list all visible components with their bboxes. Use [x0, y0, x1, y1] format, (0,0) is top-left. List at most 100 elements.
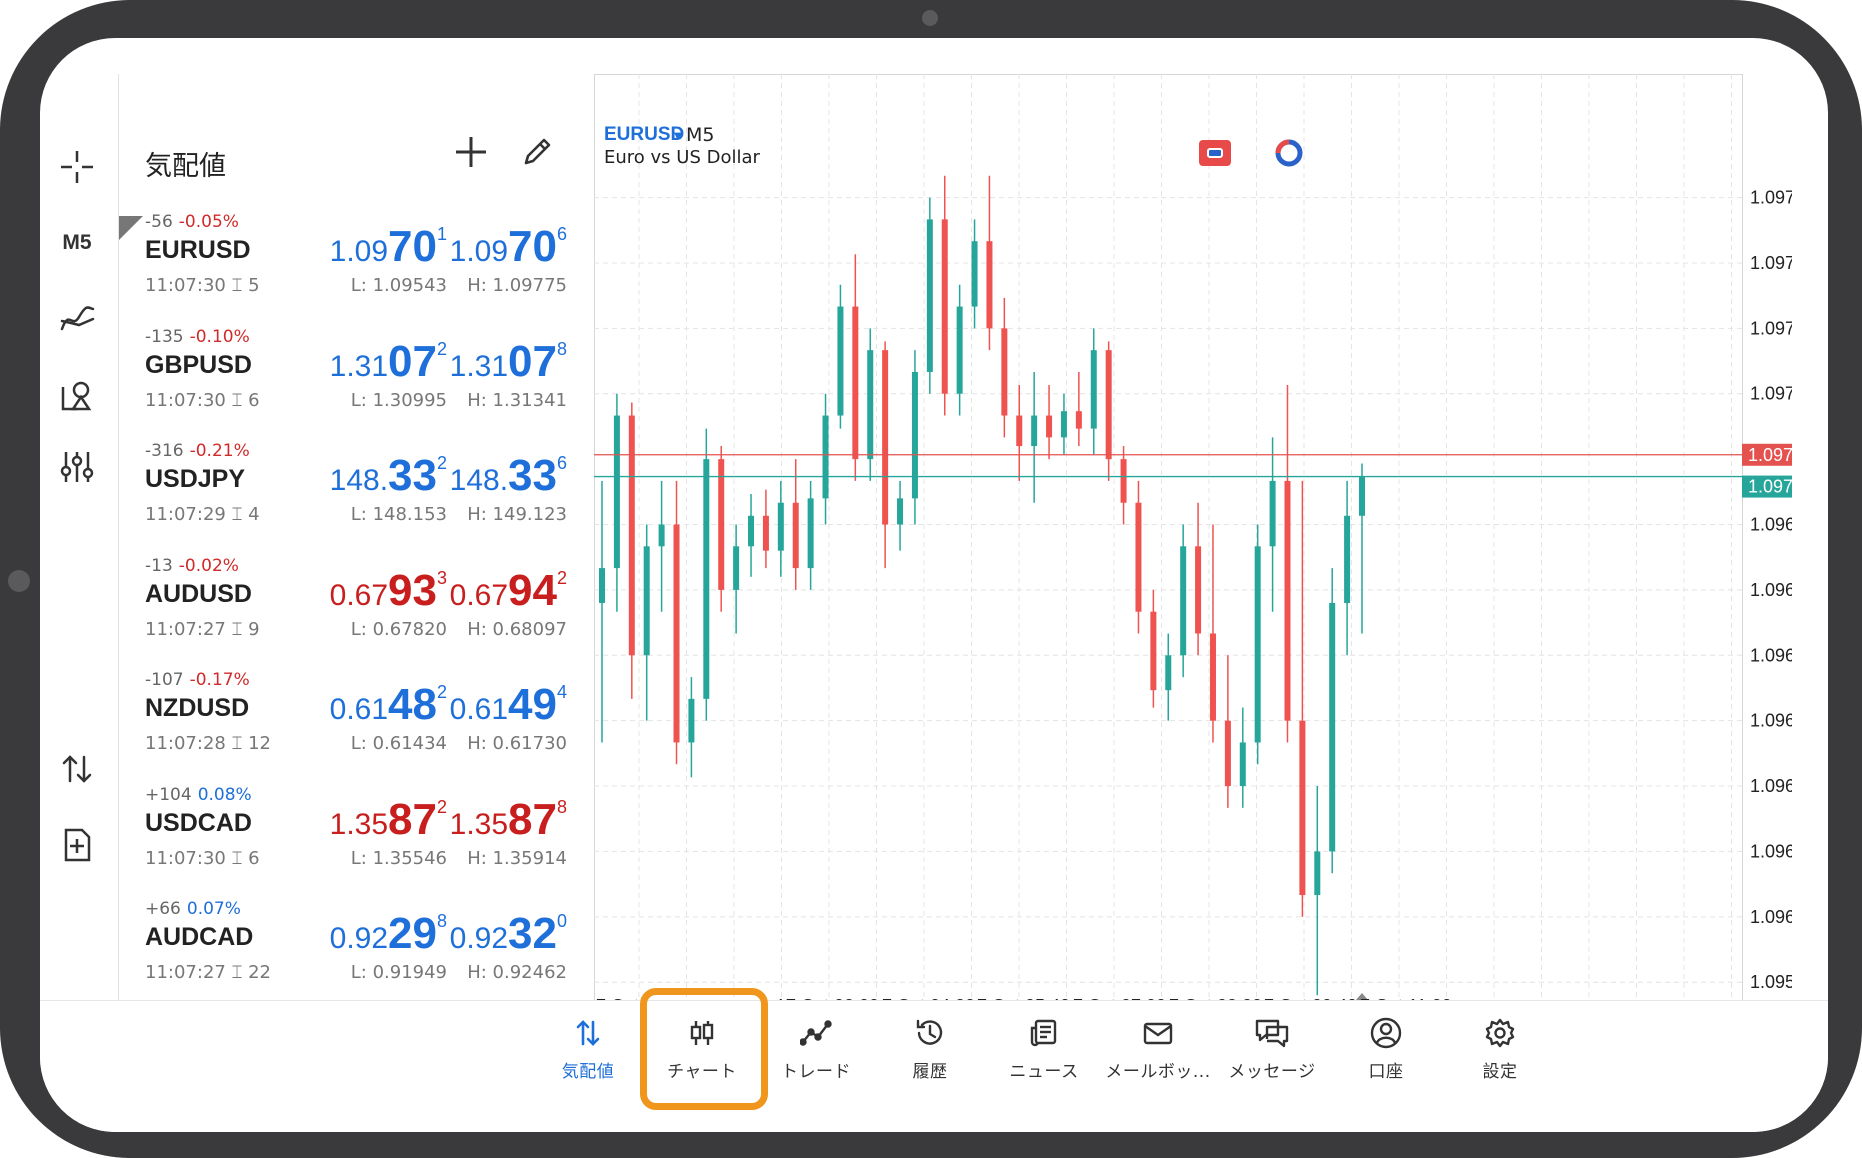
settings-sliders-icon[interactable]	[48, 438, 106, 496]
ask-price-pip: 6	[556, 224, 567, 244]
nav-item-settings[interactable]: 設定	[1445, 1011, 1555, 1091]
bid-price[interactable]: 0.92298	[330, 909, 447, 959]
nav-label: チャート	[667, 1062, 737, 1082]
bid-price-big: 29	[388, 909, 437, 958]
quote-time: 11:07:29 ⌶ 4	[145, 504, 260, 525]
time-value: 11:07:30	[145, 847, 226, 869]
new-order-icon[interactable]	[48, 816, 106, 874]
price-axis-label: 1.09675	[1750, 580, 1792, 600]
nav-item-chart[interactable]: チャート	[647, 1011, 757, 1091]
timeframe-button[interactable]: M5	[62, 231, 92, 254]
pencil-icon[interactable]	[511, 126, 563, 178]
market-watch-panel: 気配値 -56 -0.05% EURUSD 11:07:30 ⌶ 5 1.09701 1.…	[118, 74, 595, 1039]
nav-item-messages[interactable]: メッセージ	[1217, 1011, 1327, 1091]
chart-symbol[interactable]: EURUSD	[604, 124, 685, 145]
candlestick-chart[interactable]: 1.09765 1.09750 1.09735 1.09720 1.09690 1.096…	[594, 74, 1792, 1039]
nav-item-mail[interactable]: メールボッ...	[1103, 1011, 1213, 1091]
low-price: L: 0.67820	[350, 618, 447, 640]
ask-price[interactable]: 1.31078	[450, 337, 567, 387]
price-axis-label: 1.09690	[1750, 515, 1792, 535]
high-price: H: 0.92462	[467, 962, 567, 983]
nav-item-quotes[interactable]: 気配値	[533, 1011, 643, 1091]
ask-price[interactable]: 1.35878	[450, 795, 567, 845]
ask-price-pip: 8	[556, 338, 567, 359]
symbol-name: USDCAD	[145, 808, 252, 837]
change-text: -316 -0.21%	[145, 441, 250, 461]
ask-price-prefix: 1.35	[449, 807, 509, 841]
high-price: H: 1.35914	[467, 847, 567, 869]
spread-value: 4	[248, 504, 260, 525]
nav-label: メッセージ	[1228, 1062, 1316, 1082]
ask-price-prefix: 1.31	[449, 349, 509, 383]
nav-item-news[interactable]: ニュース	[989, 1011, 1099, 1091]
spread-value: 6	[248, 847, 260, 869]
low-price: L: 0.61434	[350, 733, 447, 754]
ask-price-big: 07	[508, 336, 557, 386]
bid-price[interactable]: 1.35872	[330, 795, 447, 845]
symbol-name: NZDUSD	[145, 694, 250, 722]
symbol-row[interactable]: -107 -0.17% NZDUSD 11:07:28 ⌶ 12 0.61482 0.61…	[119, 666, 595, 781]
candle-body	[792, 502, 799, 569]
symbol-name: EURUSD	[145, 236, 251, 264]
nav-item-account[interactable]: 口座	[1331, 1011, 1441, 1091]
ask-price-big: 87	[508, 794, 557, 844]
messages-icon	[1217, 1011, 1327, 1055]
spread-value: 22	[248, 962, 271, 983]
bid-price[interactable]: 1.09701	[330, 222, 447, 272]
chart-timeframe[interactable]: M5	[686, 124, 715, 146]
trade-level-icon[interactable]	[1274, 138, 1304, 168]
candle-body	[897, 498, 904, 525]
quotes-icon	[533, 1011, 643, 1055]
objects-icon[interactable]	[48, 366, 106, 424]
bid-price-pip: 2	[436, 682, 447, 702]
symbol-row[interactable]: -135 -0.10% GBPUSD 11:07:30 ⌶ 6 1.31072 1.310…	[119, 323, 595, 438]
symbol-name: AUDCAD	[145, 923, 254, 951]
ask-price-prefix: 0.61	[449, 693, 509, 726]
ask-price-tag	[1742, 443, 1792, 466]
plus-icon[interactable]	[445, 126, 497, 178]
price-axis-label: 1.09600	[1750, 907, 1792, 927]
bid-price[interactable]: 0.61482	[330, 680, 447, 730]
bid-price[interactable]: 0.67933	[330, 566, 447, 616]
one-click-trade-icon[interactable]	[1199, 140, 1231, 166]
chart-area[interactable]: 1.09765 1.09750 1.09735 1.09720 1.09690 1.096…	[594, 74, 1792, 1039]
ask-price[interactable]: 1.09706	[450, 222, 567, 272]
spread-value: 9	[248, 618, 260, 640]
price-axis-label: 1.09735	[1750, 318, 1792, 338]
candle-body	[986, 241, 993, 329]
ask-price[interactable]: 0.92320	[450, 909, 567, 959]
candle-body	[1344, 515, 1351, 603]
candle-body	[1046, 415, 1053, 438]
indicators-icon[interactable]	[48, 290, 106, 348]
nav-item-trade[interactable]: トレード	[761, 1011, 871, 1091]
candle-body	[733, 546, 740, 590]
nav-item-history[interactable]: 履歴	[875, 1011, 985, 1091]
price-axis-label: 1.09720	[1750, 384, 1792, 404]
crosshair-icon[interactable]	[48, 138, 106, 196]
candle-body	[1090, 350, 1097, 429]
ask-price[interactable]: 0.67942	[450, 566, 567, 616]
change-text: -13 -0.02%	[145, 556, 239, 576]
bid-price[interactable]: 1.31072	[330, 337, 447, 387]
quote-time: 11:07:30 ⌶ 5	[145, 275, 260, 296]
symbol-row[interactable]: -316 -0.21% USDJPY 11:07:29 ⌶ 4 148.332 148.3…	[119, 437, 595, 552]
bid-price-label: 1.09701	[1748, 477, 1792, 497]
bid-price[interactable]: 148.332	[330, 451, 447, 501]
symbol-row[interactable]: -13 -0.02% AUDUSD 11:07:27 ⌶ 9 0.67933 0.6794…	[119, 552, 595, 667]
candle-body	[941, 219, 948, 394]
symbol-row[interactable]: +66 0.07% AUDCAD 11:07:27 ⌶ 22 0.92298 0.9232…	[119, 895, 595, 1010]
ask-price[interactable]: 0.61494	[450, 680, 567, 730]
price-axis-label: 1.09750	[1750, 253, 1792, 273]
time-value: 11:07:28	[145, 733, 226, 754]
one-click-trading-icon[interactable]	[48, 740, 106, 798]
bid-price-big: 93	[388, 565, 437, 615]
time-value: 11:07:27	[145, 618, 226, 640]
symbol-row[interactable]: +104 0.08% USDCAD 11:07:30 ⌶ 6 1.35872 1.3587…	[119, 781, 595, 896]
symbol-row[interactable]: -56 -0.05% EURUSD 11:07:30 ⌶ 5 1.09701 1.0970…	[119, 208, 595, 323]
bid-price-pip: 3	[436, 567, 447, 588]
bid-price-prefix: 0.67	[329, 578, 389, 612]
ask-price[interactable]: 148.336	[450, 451, 567, 501]
left-toolbar: M5	[40, 78, 118, 1028]
ask-price-pip: 8	[556, 796, 567, 817]
change-text: +66 0.07%	[145, 899, 241, 919]
